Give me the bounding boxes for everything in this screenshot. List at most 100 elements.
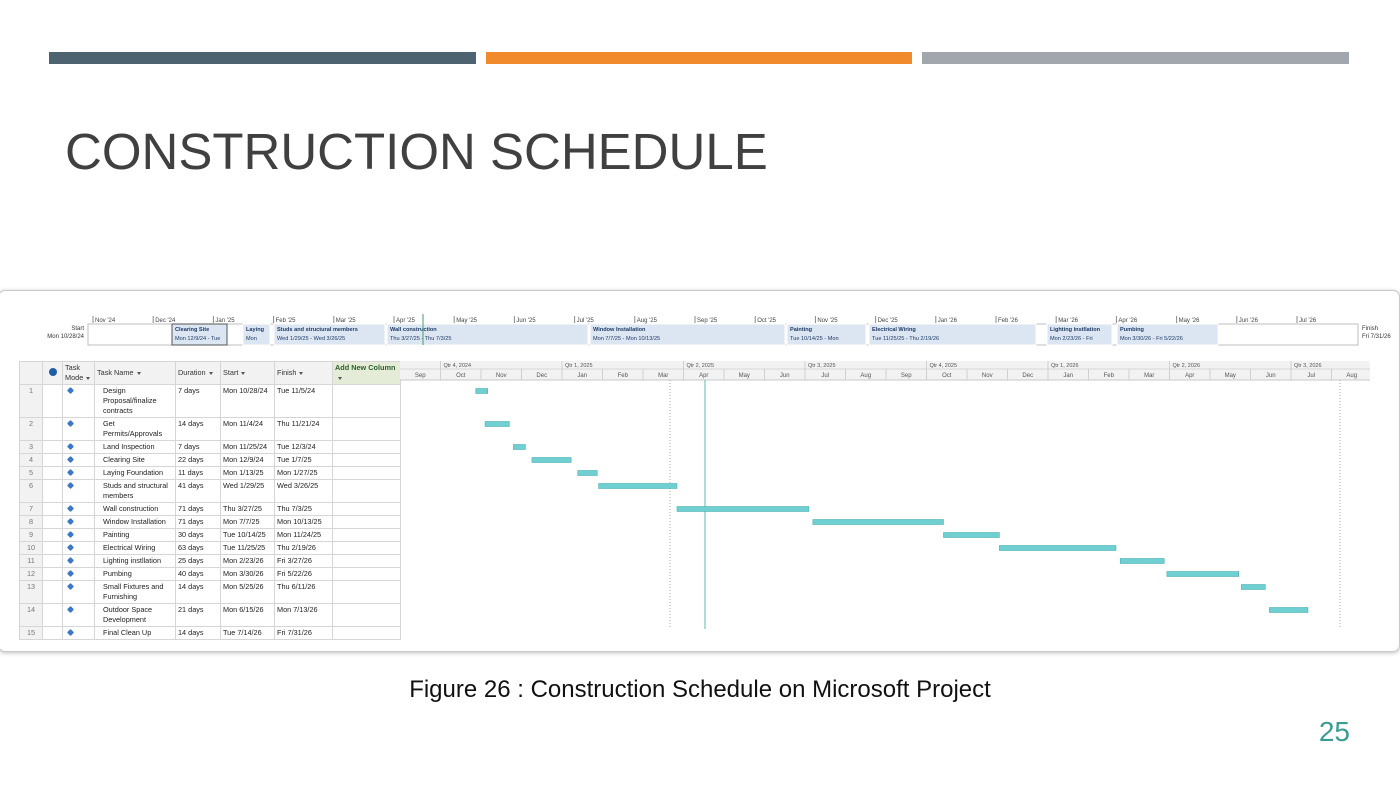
- dropdown-arrow: [299, 371, 304, 375]
- row-id: 6: [19, 479, 43, 503]
- task-finish: Thu 6/11/26: [274, 580, 333, 604]
- task-row: 1 Design Proposal/finalize contracts 7 day…: [19, 384, 401, 418]
- column-header[interactable]: Duration: [175, 361, 221, 385]
- dropdown-arrow: [338, 376, 342, 380]
- gantt-bar: [1269, 607, 1309, 613]
- task-row: 11 Lighting instllation 25 days Mon 2/23/26…: [19, 554, 401, 568]
- pin-icon: [66, 628, 75, 637]
- gantt-bar: [812, 519, 944, 525]
- timeline-month: May '25: [456, 318, 477, 324]
- task-duration: 7 days: [175, 384, 221, 418]
- task-row: 3 Land Inspection 7 days Mon 11/25/24 Tue 12…: [19, 440, 401, 454]
- task-duration: 71 days: [175, 515, 221, 529]
- timeline-month: Sep '25: [697, 318, 718, 324]
- gantt-bar: [1120, 558, 1165, 564]
- row-id: 13: [19, 580, 43, 604]
- timeline-task-name: Lighting instllation: [1050, 327, 1101, 333]
- timeline-month: Nov '24: [95, 318, 116, 324]
- row-id: 14: [19, 603, 43, 627]
- dropdown-arrow: [241, 371, 246, 375]
- indicator-cell: [42, 440, 63, 454]
- timeline-month: Aug '25: [637, 318, 658, 324]
- month-label: Jun: [1266, 373, 1276, 379]
- timeline-month: Mar '25: [336, 318, 356, 324]
- timeline-task-name: Window Installation: [593, 327, 646, 333]
- column-header[interactable]: Start: [220, 361, 275, 385]
- indicator-cell: [42, 502, 63, 516]
- task-start: Mon 7/7/25: [220, 515, 275, 529]
- pin-icon: [66, 517, 75, 526]
- accent-bar: [922, 52, 1349, 64]
- task-name: Clearing Site: [94, 453, 176, 467]
- dropdown-arrow: [208, 371, 213, 375]
- pin-icon: [66, 569, 75, 578]
- quarter-label: Qtr 4, 2024: [444, 363, 472, 369]
- task-row: 12 Pumbing 40 days Mon 3/30/26 Fri 5/22/26: [19, 567, 401, 581]
- task-start: Mon 11/4/24: [220, 417, 275, 441]
- month-label: Apr: [699, 373, 708, 379]
- task-start: Mon 1/13/25: [220, 466, 275, 480]
- timeline-month: Jun '25: [516, 318, 536, 324]
- timeline-task-dates: Tue 11/25/25 - Thu 2/19/26: [872, 336, 939, 342]
- task-mode: [62, 479, 95, 503]
- task-duration: 11 days: [175, 466, 221, 480]
- timeline-task-name: Laying: [246, 327, 265, 333]
- task-row: 8 Window Installation 71 days Mon 7/7/25 Mon…: [19, 515, 401, 529]
- timeline-task-dates: Mon 3/30/26 - Fri 5/22/26: [1120, 336, 1183, 342]
- pin-icon: [66, 468, 75, 477]
- task-start: Mon 5/25/26: [220, 580, 275, 604]
- task-duration: 14 days: [175, 626, 221, 640]
- timeline-task-dates: Mon 7/7/25 - Mon 10/13/25: [593, 336, 660, 342]
- row-id: 1: [19, 384, 43, 418]
- row-id: 2: [19, 417, 43, 441]
- pin-icon: [66, 530, 75, 539]
- quarter-label: Qtr 4, 2025: [930, 363, 958, 369]
- empty-cell: [332, 541, 401, 555]
- column-header[interactable]: Finish: [274, 361, 333, 385]
- timeline-task-dates: Wed 1/29/25 - Wed 3/26/25: [277, 336, 345, 342]
- task-start: Mon 3/30/26: [220, 567, 275, 581]
- month-label: Oct: [456, 373, 466, 379]
- timeline-task: [171, 323, 228, 346]
- column-header[interactable]: Task Name: [94, 361, 176, 385]
- indicator-cell: [42, 603, 63, 627]
- task-start: Tue 10/14/25: [220, 528, 275, 542]
- quarter-label: Qtr 2, 2025: [687, 363, 715, 369]
- info-header: [42, 361, 63, 385]
- pin-icon: [66, 455, 75, 464]
- task-finish: Thu 7/3/25: [274, 502, 333, 516]
- task-name: Small Fixtures and Furnishing: [94, 580, 176, 604]
- month-label: Aug: [1346, 373, 1357, 379]
- task-table: Task Mode Task Name Duration Start Finish Add…: [19, 361, 401, 640]
- row-id: 4: [19, 453, 43, 467]
- task-name: Get Permits/Approvals: [94, 417, 176, 441]
- timeline-task-name: Clearing Site: [175, 327, 209, 333]
- gantt-bar: [1241, 584, 1266, 590]
- task-row: 10 Electrical Wiring 63 days Tue 11/25/25 Th…: [19, 541, 401, 555]
- column-title: Task Name: [97, 368, 134, 377]
- timeline-month: Feb '25: [276, 318, 296, 324]
- task-finish: Wed 3/26/25: [274, 479, 333, 503]
- accent-bar: [486, 52, 912, 64]
- task-mode: [62, 580, 95, 604]
- quarter-label: Qtr 1, 2025: [565, 363, 593, 369]
- month-label: Nov: [982, 373, 993, 379]
- timeline-start-label: Start: [71, 326, 84, 332]
- task-finish: Mon 11/24/25: [274, 528, 333, 542]
- caption: Figure 26 : Construction Schedule on Mic…: [409, 676, 991, 703]
- month-label: Jun: [780, 373, 790, 379]
- task-mode: [62, 528, 95, 542]
- timeline-month: Feb '26: [998, 318, 1018, 324]
- month-label: Dec: [1022, 373, 1033, 379]
- task-finish: Mon 7/13/26: [274, 603, 333, 627]
- task-finish: Tue 12/3/24: [274, 440, 333, 454]
- task-duration: 7 days: [175, 440, 221, 454]
- column-header[interactable]: Add New Column: [332, 361, 401, 385]
- task-row: 7 Wall construction 71 days Thu 3/27/25 Thu …: [19, 502, 401, 516]
- task-mode: [62, 515, 95, 529]
- gantt-bar: [531, 457, 572, 463]
- indicator-cell: [42, 453, 63, 467]
- column-header[interactable]: Task Mode: [62, 361, 95, 385]
- timeline-month: Mar '26: [1058, 318, 1078, 324]
- row-id: 5: [19, 466, 43, 480]
